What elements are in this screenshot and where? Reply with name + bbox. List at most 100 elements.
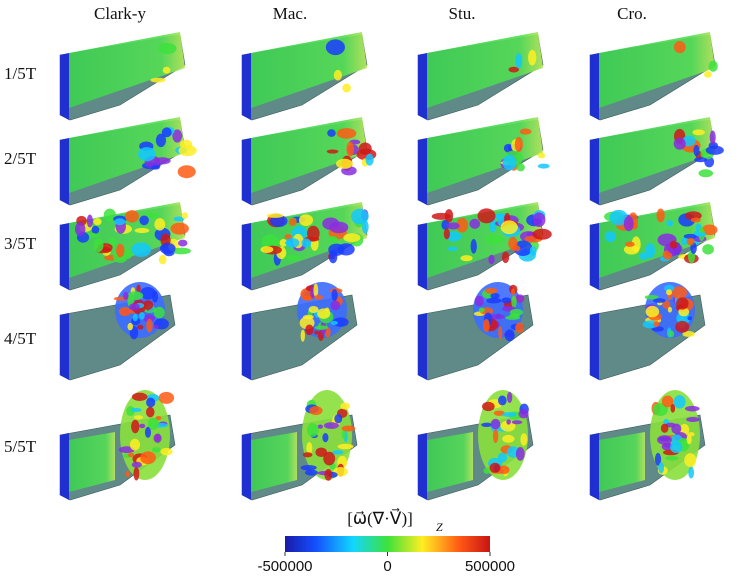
vortex-patch [515,447,525,461]
vortex-patch [323,451,336,466]
vortex-patch [686,434,692,445]
foil-edge [242,223,251,290]
vortex-patch [139,423,146,429]
vortex-patch [129,303,140,311]
vortex-patch [308,305,319,314]
vortex-patch [131,392,148,401]
vortex-patch [519,128,532,135]
vortex-patch [145,406,155,418]
vortex-patch [260,246,274,253]
foil-edge [590,138,599,205]
vortex-patch [288,218,297,226]
vortex-patch [303,295,314,301]
vortex-patch [139,311,145,320]
vortex-patch [508,236,518,250]
vortex-patch [127,291,144,301]
vortex-surface [69,32,185,108]
vortex-patch [511,295,517,309]
vortex-patch [532,228,552,240]
vortex-patch [172,129,183,143]
vortex-patch [329,221,349,234]
colorbar: [ω⃗(∇·V⃗)] Z -500000 0 500000 [257,508,515,575]
foil-edge [242,313,251,380]
vortex-patch [687,316,692,321]
row-label: 2/5T [4,149,37,168]
vortex-patch [128,452,135,458]
panel [59,117,197,206]
vortex-patch [91,225,100,234]
foil-edge [60,53,69,120]
vortex-surface [599,32,715,108]
vortex-patch [140,286,156,300]
vortex-patch [675,320,690,333]
vortex-patch [501,297,511,304]
vortex-patch [305,324,314,336]
panel [241,390,358,501]
vortex-patch [516,163,525,172]
vortex-patch [298,214,314,227]
vortex-patch [645,243,656,259]
vortex-patch [703,71,712,78]
vortex-patch [134,227,150,234]
vortex-patch [123,291,129,300]
foil-edge [418,138,427,205]
vortex-patch [93,238,104,253]
vortex-patch [502,434,515,443]
foil-edge [242,53,251,120]
vortex-patch [333,69,342,81]
panel [589,202,718,291]
vortex-patch [317,308,331,319]
vortex-patch [625,241,635,247]
vortex-patch [511,420,523,425]
vortex-patch [447,246,459,251]
column-header: Stu. [449,4,476,23]
vortex-patch [489,314,505,320]
vortex-surface [427,432,473,492]
vortex-patch [160,447,173,456]
vortex-patch [469,218,481,229]
vortex-patch [518,409,529,419]
vortex-patch [686,238,695,246]
vortex-patch [513,240,533,257]
vortex-patch [474,295,484,307]
vortex-patch [658,462,665,474]
vortex-patch [653,320,660,328]
panel [417,390,534,501]
vortex-patch [502,154,517,171]
vortex-patch [488,254,495,265]
vortex-patch [639,252,648,260]
vortex-patch [695,232,707,237]
vortex-patch [500,220,518,235]
vortex-patch [498,465,510,475]
vortex-patch [309,406,323,416]
vortex-patch [300,329,305,342]
vortex-patch [314,330,319,335]
vortex-patch [670,403,676,413]
vortex-patch [301,238,312,248]
row-label: 5/5T [4,437,37,456]
vortex-patch [315,447,328,458]
vortex-patch [666,220,674,227]
vortex-patch [702,244,714,255]
vortex-patch [684,453,697,468]
vortex-patch [116,243,125,258]
vortex-patch [520,433,528,446]
vortex-patch [171,247,191,255]
vortex-patch [129,438,141,451]
vortex-patch [669,240,678,249]
vortex-patch [331,450,344,455]
vortex-patch [365,153,374,166]
vortex-patch [656,208,665,223]
vortex-blob [120,390,170,480]
vortex-patch [668,330,675,338]
panel [59,390,176,501]
vortex-patch [343,233,361,243]
vortex-patch [162,66,171,74]
panel [417,117,550,206]
vortex-patch [140,451,156,465]
row-label: 1/5T [4,64,37,83]
vortex-patch [158,42,177,55]
vortex-patch [489,462,501,473]
vortex-patch [686,416,700,423]
